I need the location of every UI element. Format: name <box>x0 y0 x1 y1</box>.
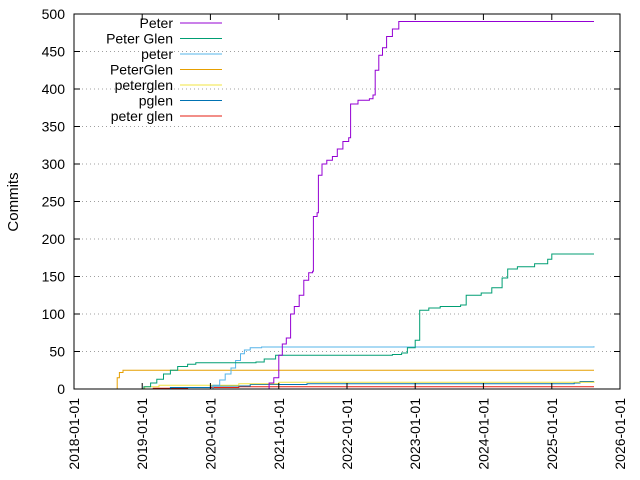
y-tick-label: 300 <box>42 156 66 172</box>
x-tick-label: 2018-01-01 <box>66 398 82 470</box>
grid-lines <box>74 51 620 352</box>
legend-label: peter <box>141 46 173 62</box>
y-tick-label: 100 <box>42 306 66 322</box>
y-tick-label: 200 <box>42 231 66 247</box>
series-lines <box>115 21 595 390</box>
x-tick-label: 2024-01-01 <box>475 398 491 470</box>
y-axis-label: Commits <box>5 172 22 231</box>
y-tick-label: 150 <box>42 269 66 285</box>
x-tick-label: 2019-01-01 <box>134 398 150 470</box>
series-line-peter <box>266 21 594 390</box>
x-tick-label: 2023-01-01 <box>407 398 423 470</box>
legend-label: Peter Glen <box>106 31 173 47</box>
series-line-peterglen <box>115 369 594 390</box>
y-tick-label: 350 <box>42 119 66 135</box>
series-line-peterglen <box>136 381 595 390</box>
x-tick-label: 2021-01-01 <box>271 398 287 470</box>
y-tick-label: 400 <box>42 81 66 97</box>
y-tick-label: 0 <box>57 381 65 397</box>
y-tick-label: 500 <box>42 6 66 22</box>
axis-ticks <box>73 13 621 390</box>
x-tick-label: 2022-01-01 <box>339 398 355 470</box>
x-tick-label: 2026-01-01 <box>612 398 628 470</box>
series-line-peter-glen <box>140 253 594 390</box>
legend-label: peter glen <box>111 108 173 124</box>
y-tick-label: 50 <box>49 344 65 360</box>
series-line-peter <box>207 346 595 390</box>
legend-label: pglen <box>139 93 173 109</box>
x-tick-label: 2025-01-01 <box>544 398 560 470</box>
y-tick-label: 450 <box>42 44 66 60</box>
legend-label: PeterGlen <box>110 62 173 78</box>
legend-label: peterglen <box>115 77 173 93</box>
x-tick-label: 2020-01-01 <box>202 398 218 470</box>
x-tick-labels: 2018-01-01 2019-01-01 2020-01-01 2021-01-01… <box>66 398 628 470</box>
legend-label: Peter <box>140 15 174 31</box>
y-tick-label: 250 <box>42 194 66 210</box>
y-tick-labels: 0 50 100 150 200 250 300 350 400 450 500 <box>42 6 66 397</box>
